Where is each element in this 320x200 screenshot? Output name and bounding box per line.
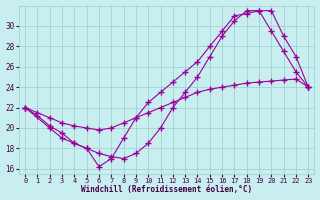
X-axis label: Windchill (Refroidissement éolien,°C): Windchill (Refroidissement éolien,°C): [81, 185, 252, 194]
